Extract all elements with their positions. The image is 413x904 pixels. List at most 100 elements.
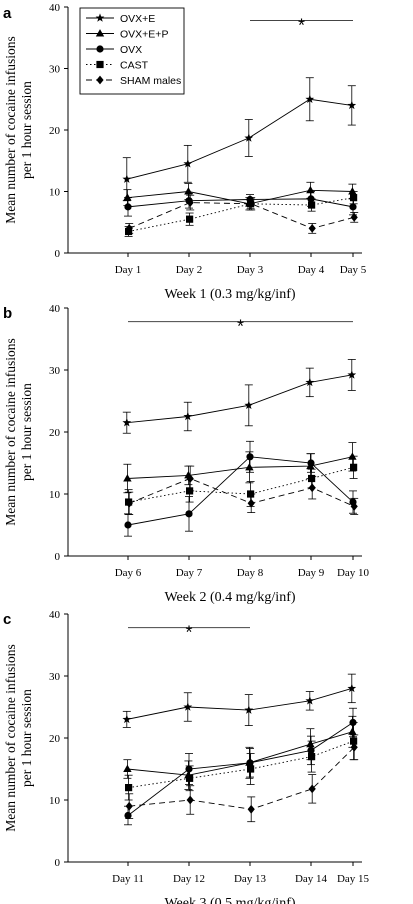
series-sham-males xyxy=(125,465,359,515)
data-point xyxy=(122,418,132,427)
y-tick-label: 0 xyxy=(55,551,61,563)
y-tick-label: 20 xyxy=(49,733,61,745)
x-tick-label: Day 14 xyxy=(295,873,328,885)
y-tick-label: 30 xyxy=(49,64,61,76)
y-tick-label: 20 xyxy=(49,125,61,137)
data-point xyxy=(308,474,316,483)
data-point xyxy=(306,739,315,748)
significance-marker: * xyxy=(185,623,192,643)
y-tick-label: 30 xyxy=(49,365,61,377)
y-tick-label: 10 xyxy=(49,795,61,807)
data-point xyxy=(306,185,315,194)
legend-label: OVX+E xyxy=(120,13,155,25)
data-point xyxy=(186,795,194,805)
data-point xyxy=(350,212,358,222)
data-point xyxy=(186,474,194,483)
data-point xyxy=(350,463,358,471)
data-point xyxy=(348,187,357,195)
y-tick-label: 0 xyxy=(55,248,61,260)
data-point xyxy=(347,683,357,693)
series-line xyxy=(126,687,352,720)
legend-label: SHAM males xyxy=(120,75,181,87)
series-line xyxy=(129,202,355,229)
x-tick-label: Day 11 xyxy=(112,873,144,885)
series-ovx xyxy=(124,707,357,826)
data-point xyxy=(122,714,132,724)
series-line xyxy=(129,746,355,810)
data-point xyxy=(308,784,316,794)
legend-label: OVX+E+P xyxy=(120,29,168,41)
y-tick-label: 40 xyxy=(49,2,61,14)
data-point xyxy=(347,370,357,379)
x-tick-label: Day 7 xyxy=(176,567,203,579)
data-point xyxy=(244,705,254,714)
x-tick-label: Day 6 xyxy=(115,567,142,579)
series-line xyxy=(127,731,353,776)
series-line xyxy=(127,189,353,205)
y-axis-label: per 1 hour session xyxy=(19,383,34,481)
data-point xyxy=(186,198,194,207)
legend-marker xyxy=(96,60,104,69)
series-line xyxy=(126,374,352,424)
series-ovx xyxy=(124,440,357,537)
series-ovx-e-p xyxy=(123,181,357,211)
data-point xyxy=(246,759,254,767)
x-axis-label: Week 3 (0.5 mg/kg/inf) xyxy=(164,896,295,904)
series-sham-males xyxy=(125,734,359,823)
data-point xyxy=(125,784,133,792)
y-tick-label: 20 xyxy=(49,427,61,439)
data-point xyxy=(245,462,254,471)
data-point xyxy=(124,811,132,820)
y-tick-label: 40 xyxy=(49,303,61,315)
data-point xyxy=(125,224,133,233)
data-point xyxy=(307,746,315,755)
legend-label: CAST xyxy=(120,60,149,72)
legend: OVX+E OVX+E+P OVX CAST SHAM males xyxy=(79,7,185,95)
data-point xyxy=(246,453,254,461)
data-point xyxy=(123,764,132,772)
y-tick-label: 10 xyxy=(49,187,61,199)
data-point xyxy=(186,774,194,782)
series-line xyxy=(128,466,354,503)
panel-letter: b xyxy=(3,305,12,322)
data-point xyxy=(305,696,315,705)
x-axis-label: Week 1 (0.3 mg/kg/inf) xyxy=(164,287,295,302)
data-point xyxy=(185,510,193,518)
y-tick-label: 10 xyxy=(49,489,61,501)
data-point xyxy=(123,193,132,201)
legend-label: OVX xyxy=(120,44,142,56)
data-point xyxy=(244,133,254,142)
series-ovx-e xyxy=(122,359,357,434)
chart-panel-a: a 0 10 20 30 40 Day 1 Day 2 Day 3 Day 4 Day 5 Week … xyxy=(3,2,367,302)
series-line xyxy=(129,478,355,507)
x-tick-label: Day 9 xyxy=(298,567,325,579)
data-point xyxy=(305,94,315,103)
data-point xyxy=(307,459,315,467)
x-tick-label: Day 5 xyxy=(340,264,367,276)
data-point xyxy=(308,201,316,209)
data-point xyxy=(124,203,132,211)
y-axis-label: per 1 hour session xyxy=(19,81,34,179)
data-point xyxy=(347,100,357,110)
x-tick-label: Day 13 xyxy=(234,873,267,885)
data-point xyxy=(247,498,255,508)
data-point xyxy=(308,753,316,761)
x-tick-label: Day 10 xyxy=(337,567,370,579)
data-point xyxy=(247,804,255,814)
data-point xyxy=(124,521,132,529)
data-point xyxy=(350,502,358,511)
significance-marker: * xyxy=(298,16,305,36)
x-tick-label: Day 8 xyxy=(237,567,264,579)
x-tick-label: Day 2 xyxy=(176,264,203,276)
chart-panel-b: b 0 10 20 30 40 Day 6 Day 7 Day 8 Day 9 Day 10 Week… xyxy=(3,303,370,605)
x-axis-label: Week 2 (0.4 mg/kg/inf) xyxy=(164,590,295,605)
x-tick-label: Day 4 xyxy=(298,264,325,276)
data-point xyxy=(247,765,255,773)
x-tick-label: Day 1 xyxy=(115,264,142,276)
significance-marker: * xyxy=(237,317,244,337)
y-axis-label: Mean number of cocaine infusions xyxy=(3,36,18,223)
series-cast xyxy=(124,191,358,237)
y-axis-label: Mean number of cocaine infusions xyxy=(3,644,18,831)
series-line xyxy=(127,722,354,816)
data-point xyxy=(125,498,133,508)
